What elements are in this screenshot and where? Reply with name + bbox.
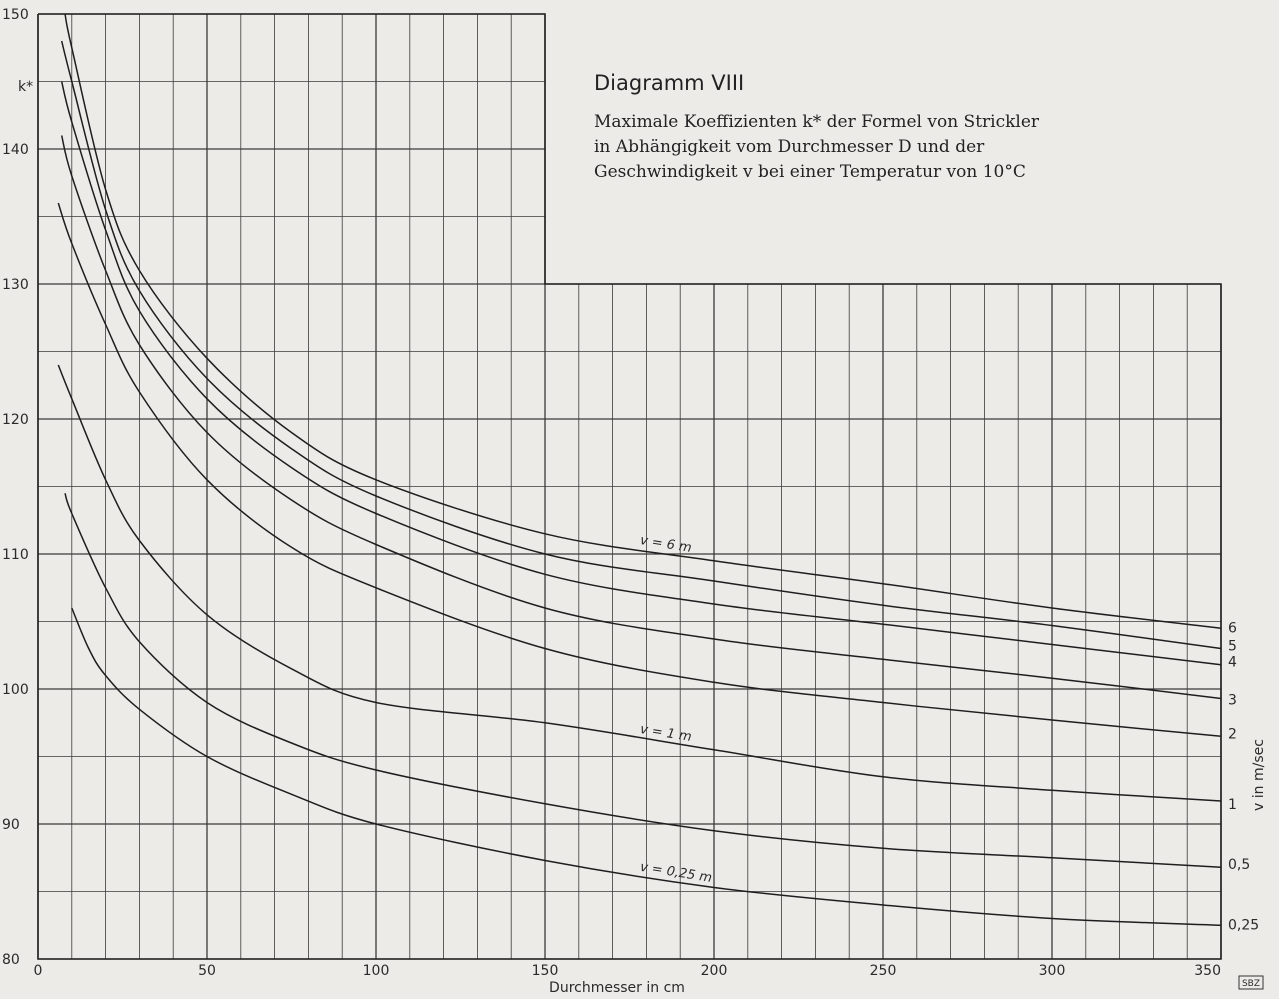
chart-subtitle-line-3: Geschwindigkeit v bei einer Temperatur v…	[594, 162, 1026, 182]
x-tick-label: 200	[701, 963, 728, 979]
series-end-label: 0,25	[1228, 917, 1259, 933]
axes: 0 50 100 150 200 250 300 350 80 90 100 110 120 130 140…	[2, 7, 1222, 979]
y-tick-label: 80	[2, 952, 20, 968]
y-tick-label: 150	[2, 7, 29, 23]
series-line-6	[64, 493, 1222, 868]
x-tick-label: 350	[1194, 963, 1221, 979]
x-tick-label: 0	[34, 963, 43, 979]
series-line-7	[71, 607, 1222, 927]
curve-label: v = 6 m	[639, 533, 693, 556]
x-tick-label: 300	[1039, 963, 1066, 979]
x-tick-label: 50	[198, 963, 216, 979]
series-end-label: 4	[1228, 655, 1237, 671]
y-tick-label: 90	[2, 817, 20, 833]
series-end-label: 5	[1228, 639, 1237, 655]
chart-title: Diagramm VIII	[594, 71, 744, 95]
series-end-label: 1	[1228, 797, 1237, 813]
series-end-label: 6	[1228, 620, 1237, 636]
y-tick-label: 130	[2, 277, 29, 293]
series-end-label: 2	[1228, 726, 1237, 742]
chart-subtitle-line-1: Maximale Koeffizienten k* der Formel von…	[594, 112, 1040, 132]
y-tick-label: 120	[2, 412, 29, 428]
chart-subtitle-line-2: in Abhängigkeit vom Durchmesser D und de…	[594, 137, 985, 157]
series-end-label: 3	[1228, 692, 1237, 708]
plot-frame	[37, 13, 1222, 960]
series-line-0	[64, 13, 1222, 630]
series-line-4	[57, 202, 1222, 738]
series-line-3	[60, 135, 1222, 700]
series-end-label: 0,5	[1228, 857, 1250, 873]
y-tick-label: 110	[2, 547, 29, 563]
x-tick-label: 150	[532, 963, 559, 979]
x-axis-label: Durchmesser in cm	[549, 980, 685, 996]
legend-axis-label: v in m/sec	[1251, 739, 1267, 811]
stamp-text: SBZ	[1242, 979, 1260, 989]
stamp-box	[1238, 975, 1264, 990]
x-tick-label: 250	[870, 963, 897, 979]
series-line-5	[57, 364, 1222, 802]
y-axis-label: k*	[18, 79, 33, 95]
series-line-1	[60, 40, 1222, 650]
x-tick-label: 100	[363, 963, 390, 979]
y-tick-label: 140	[2, 142, 29, 158]
series-layer	[57, 13, 1222, 927]
y-tick-label: 100	[2, 682, 29, 698]
series-line-2	[60, 81, 1222, 666]
